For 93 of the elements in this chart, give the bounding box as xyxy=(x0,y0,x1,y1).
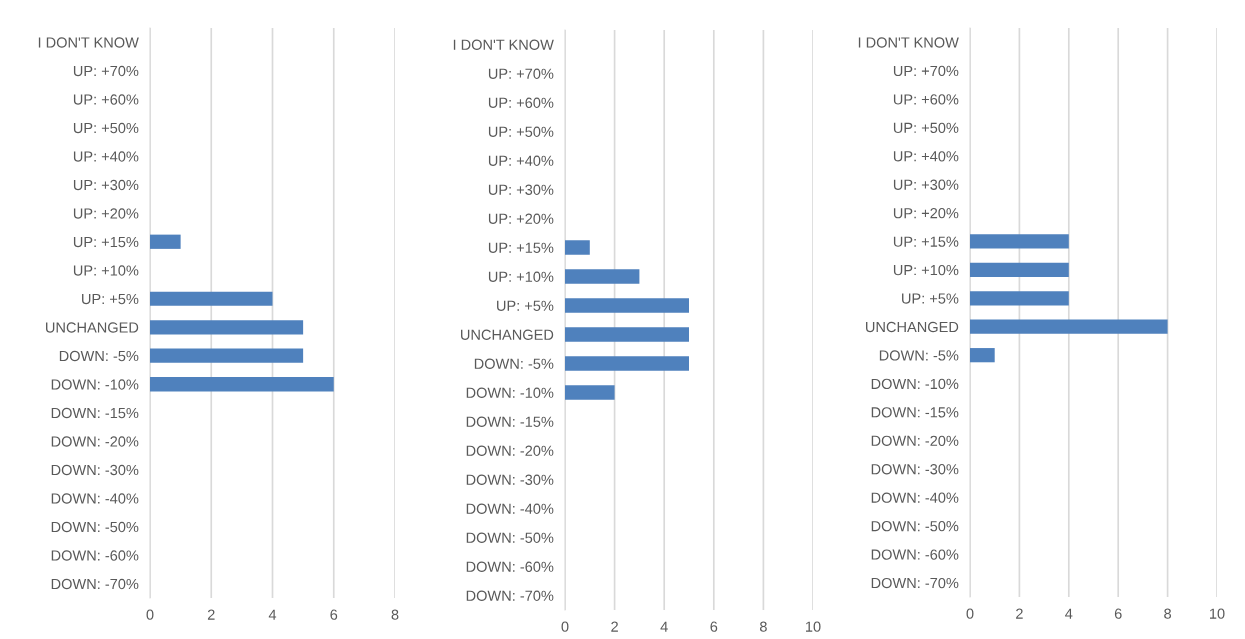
y-tick-label: DOWN: -50% xyxy=(51,521,139,533)
y-tick-label: DOWN: -10% xyxy=(51,379,139,390)
y-tick-label: DOWN: -5% xyxy=(879,350,959,361)
y-tick-label: UP: +70% xyxy=(488,68,554,79)
y-tick-label: DOWN: -60% xyxy=(466,561,554,572)
y-tick-label: UP: +20% xyxy=(488,213,554,224)
y-tick-label: DOWN: -10% xyxy=(871,378,959,390)
y-tick-label: UP: +15% xyxy=(893,236,959,247)
x-tick-label: 2 xyxy=(207,609,215,620)
y-tick-label: UP: +10% xyxy=(488,271,554,282)
y-tick-label: I DON'T KNOW xyxy=(38,37,139,48)
bar xyxy=(565,298,689,313)
y-tick-label: DOWN: -5% xyxy=(59,350,139,362)
y-tick-label: UP: +40% xyxy=(488,155,554,166)
y-tick-label: DOWN: -40% xyxy=(51,493,139,504)
y-tick-label: DOWN: -60% xyxy=(871,549,959,560)
x-tick-label: 4 xyxy=(660,621,668,632)
x-tick-label: 6 xyxy=(330,609,338,620)
y-tick-label: UP: +60% xyxy=(73,94,139,105)
y-tick-label: UP: +15% xyxy=(488,242,554,253)
y-tick-label: UP: +10% xyxy=(893,264,959,276)
y-tick-label: UP: +70% xyxy=(893,65,959,77)
y-tick-label: UP: +30% xyxy=(893,179,959,190)
y-tick-label: UP: +40% xyxy=(73,151,139,162)
y-tick-label: UP: +10% xyxy=(73,265,139,276)
bar xyxy=(150,348,304,363)
y-tick-label: UP: +50% xyxy=(488,126,554,137)
bar xyxy=(565,240,590,255)
y-tick-label: DOWN: -70% xyxy=(466,590,554,601)
y-tick-label: UP: +30% xyxy=(488,184,554,195)
x-tick-label: 8 xyxy=(1164,608,1172,619)
y-tick-label: DOWN: -30% xyxy=(51,464,139,476)
y-tick-label: DOWN: -50% xyxy=(466,532,554,543)
x-tick-label: 8 xyxy=(759,621,767,632)
bar xyxy=(970,262,1069,277)
y-tick-label: DOWN: -40% xyxy=(466,503,554,514)
y-tick-label: UNCHANGED xyxy=(866,321,959,333)
x-tick-label: 0 xyxy=(146,609,154,620)
y-tick-label: UP: +30% xyxy=(73,179,139,191)
x-tick-label: 6 xyxy=(1114,608,1122,619)
y-tick-label: DOWN: -70% xyxy=(871,577,959,589)
y-tick-label: UP: +5% xyxy=(497,300,554,311)
bar xyxy=(970,348,995,363)
bar xyxy=(970,234,1069,249)
y-tick-label: DOWN: -10% xyxy=(466,387,554,398)
y-tick-label: DOWN: -60% xyxy=(51,550,139,561)
y-tick-label: DOWN: -20% xyxy=(466,445,554,456)
y-tick-label: UP: +60% xyxy=(488,97,554,108)
y-tick-label: DOWN: -50% xyxy=(871,520,959,532)
y-tick-label: DOWN: -15% xyxy=(51,407,139,419)
y-tick-label: UP: +60% xyxy=(893,94,959,105)
bar xyxy=(150,234,181,249)
y-tick-label: UP: +20% xyxy=(893,208,959,219)
x-tick-label: 2 xyxy=(611,621,618,632)
x-tick-label: 0 xyxy=(966,608,974,619)
x-tick-label: 2 xyxy=(1016,608,1023,619)
bar xyxy=(565,356,689,371)
y-tick-label: UNCHANGED xyxy=(461,329,554,340)
y-tick-label: UNCHANGED xyxy=(46,322,139,333)
bar xyxy=(150,291,273,306)
x-tick-label: 6 xyxy=(710,621,718,632)
y-tick-label: DOWN: -30% xyxy=(466,474,554,485)
x-tick-label: 10 xyxy=(806,621,821,632)
y-tick-label: DOWN: -30% xyxy=(871,464,959,475)
y-tick-label: DOWN: -5% xyxy=(474,358,554,369)
y-tick-label: DOWN: -20% xyxy=(51,436,139,447)
bar xyxy=(970,319,1168,334)
bar xyxy=(565,327,689,342)
y-tick-label: DOWN: -40% xyxy=(871,492,959,503)
y-tick-label: DOWN: -15% xyxy=(466,416,554,427)
bar xyxy=(150,377,334,392)
y-tick-label: I DON'T KNOW xyxy=(858,37,959,48)
x-tick-label: 4 xyxy=(268,609,277,620)
y-tick-label: UP: +40% xyxy=(893,151,959,162)
y-tick-label: UP: +50% xyxy=(73,122,139,134)
x-tick-label: 4 xyxy=(1065,608,1073,619)
y-tick-label: UP: +20% xyxy=(73,208,139,219)
y-tick-label: DOWN: -70% xyxy=(51,578,139,590)
y-tick-label: UP: +15% xyxy=(73,236,139,248)
y-tick-label: UP: +50% xyxy=(893,122,959,133)
x-tick-label: 8 xyxy=(391,609,399,620)
x-tick-label: 0 xyxy=(561,621,569,632)
y-tick-label: DOWN: -15% xyxy=(871,407,959,418)
y-tick-label: UP: +5% xyxy=(902,293,959,304)
bar xyxy=(970,291,1069,306)
x-tick-label: 10 xyxy=(1210,608,1225,619)
y-tick-label: DOWN: -20% xyxy=(871,435,959,446)
bar xyxy=(150,320,304,335)
bar xyxy=(565,269,640,284)
y-tick-label: UP: +70% xyxy=(73,65,139,77)
bar xyxy=(565,385,615,400)
y-tick-label: UP: +5% xyxy=(82,293,139,305)
y-tick-label: I DON'T KNOW xyxy=(453,39,554,50)
